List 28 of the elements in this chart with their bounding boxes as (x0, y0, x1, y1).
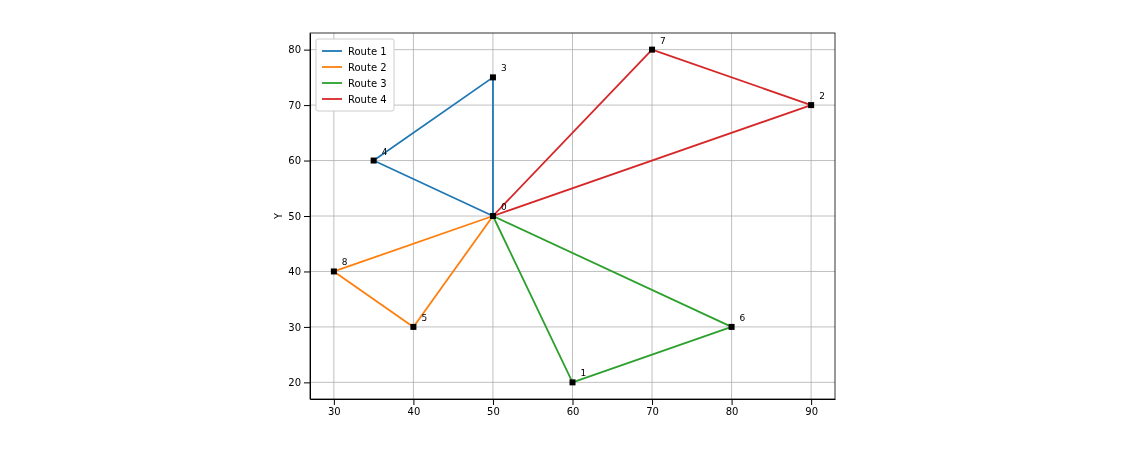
x-tick-label: 40 (407, 406, 421, 418)
x-tick-label: 90 (805, 406, 818, 418)
x-tick-label: 30 (328, 406, 341, 418)
y-tick-label: 40 (288, 266, 301, 278)
y-tick-label: 20 (288, 377, 301, 389)
y-tick-label: 50 (288, 210, 301, 222)
annotation: 5 (421, 312, 428, 323)
y-tick-label: 80 (288, 44, 301, 56)
legend-label: Route 4 (348, 93, 387, 105)
annotation: 6 (739, 312, 746, 323)
annotation: 0 (500, 202, 507, 212)
y-axis-title: Y (273, 212, 284, 221)
y-tick-label: 70 (288, 99, 301, 111)
legend-label: Route 1 (348, 45, 387, 57)
x-tick-label: 50 (487, 406, 500, 418)
legend-label: Route 2 (348, 61, 387, 73)
legend-label: Route 3 (348, 77, 387, 89)
annotation: 7 (660, 35, 666, 46)
x-tick-label: 70 (646, 406, 659, 418)
x-tick-label: 80 (725, 406, 739, 418)
annotation: 8 (341, 257, 348, 268)
annotation: 2 (819, 91, 825, 102)
annotation: 3 (500, 63, 507, 74)
annotation: 4 (381, 146, 388, 157)
y-tick-label: 60 (288, 155, 301, 167)
y-tick-label: 30 (288, 321, 301, 333)
annotation: 1 (580, 368, 587, 379)
x-tick-label: 60 (566, 406, 580, 418)
